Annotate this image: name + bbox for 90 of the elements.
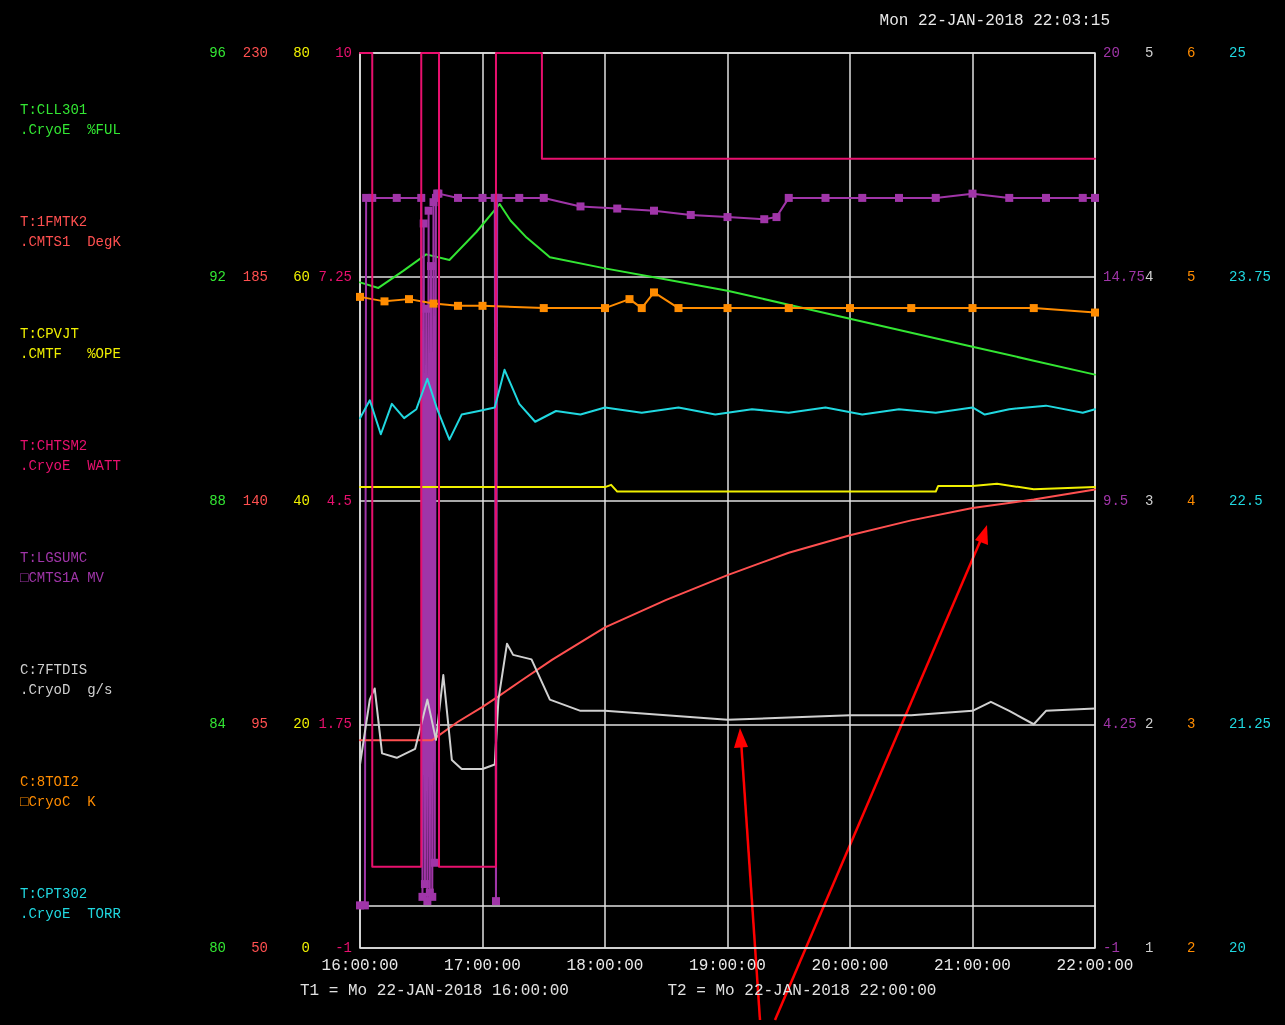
line-series [359, 482, 1096, 493]
text: T1 = Mo 22-JAN-2018 16:00:00 [300, 982, 569, 1000]
point [1005, 193, 1014, 202]
y-tick-label: 185 [242, 268, 268, 285]
point [1078, 193, 1087, 202]
y2-tick-label: 14.75 [1103, 268, 1146, 285]
y-tick-label: -1 [335, 940, 352, 956]
y2-tick-label: 5 [1145, 45, 1154, 61]
point [427, 262, 436, 271]
y-tick-label: 140 [242, 492, 268, 509]
point [515, 193, 524, 202]
point [686, 210, 695, 219]
y2-tick-label: 25 [1229, 45, 1246, 61]
line-series [359, 203, 1096, 376]
y2-tick-label: 20 [1103, 45, 1120, 61]
y2-tick-label: 2 [1187, 940, 1196, 956]
point [454, 193, 462, 202]
text: T:CHTSM2 .CryoE WATT [20, 438, 121, 474]
point [576, 202, 585, 211]
y-tick-label: 80 [209, 940, 226, 956]
y2-tick-label: 1 [1145, 940, 1154, 956]
point [428, 892, 437, 901]
y-tick-label: 230 [242, 45, 268, 61]
y-tick-label: 95 [251, 716, 268, 733]
point [772, 213, 781, 222]
y-tick-label: 1.75 [318, 716, 352, 733]
y2-tick-label: 3 [1187, 716, 1196, 733]
text: T:CPVJT .CMTF %OPE [20, 326, 121, 362]
point [784, 193, 793, 202]
text: T:CPT302 .CryoE TORR [20, 886, 122, 922]
point [420, 880, 429, 889]
x-tick-label: 21:00:00 [934, 957, 1011, 975]
y2-tick-label: 2 [1145, 716, 1154, 733]
point [760, 215, 769, 224]
x-tick-label: 22:00:00 [1056, 957, 1134, 975]
text: C:7FTDIS .CryoD g/s [20, 662, 113, 698]
x-tick-label: 16:00:00 [321, 957, 399, 975]
y-tick-label: 88 [209, 492, 226, 509]
x-tick-label: 20:00:00 [811, 957, 889, 975]
point [650, 206, 658, 215]
point [539, 193, 548, 202]
line-series [359, 488, 1096, 742]
y2-tick-label: 4 [1145, 268, 1154, 285]
y-tick-label: 4.5 [326, 492, 352, 509]
text: T:1FMTK2 .CMTS1 DegK [20, 214, 122, 250]
line-series [359, 642, 1096, 770]
y2-tick-label: 9.5 [1103, 492, 1129, 509]
y2-tick-label: 5 [1187, 268, 1196, 285]
y-tick-label: 92 [209, 268, 226, 285]
y-tick-label: 60 [293, 268, 310, 285]
point [478, 193, 487, 202]
text: T:CLL301 .CryoE %FUL [20, 102, 121, 138]
point [895, 193, 903, 202]
x-tick-label: 17:00:00 [444, 957, 521, 975]
y2-tick-label: 6 [1187, 45, 1196, 61]
y2-tick-label: 4.25 [1103, 716, 1137, 733]
point [392, 193, 401, 202]
point [360, 901, 369, 910]
y2-tick-label: 23.75 [1229, 268, 1272, 285]
point [491, 897, 500, 906]
y2-tick-label: 3 [1145, 492, 1154, 509]
y-tick-label: 10 [335, 45, 352, 61]
point [613, 204, 622, 213]
y-tick-label: 20 [293, 716, 310, 733]
y-tick-label: 7.25 [318, 268, 352, 285]
point [858, 193, 867, 202]
point [723, 213, 732, 222]
line-series [359, 368, 1096, 441]
point [931, 193, 940, 202]
y2-tick-label: 4 [1187, 492, 1196, 509]
y2-tick-label: -1 [1103, 940, 1120, 956]
point [821, 193, 830, 202]
point [422, 304, 431, 313]
y2-tick-label: 22.5 [1229, 492, 1263, 509]
point [1091, 193, 1099, 202]
x-tick-label: 18:00:00 [566, 957, 644, 975]
text: C:8TOI2 □CryoC K [20, 774, 97, 810]
y-tick-label: 96 [209, 45, 226, 61]
y-tick-label: 50 [251, 940, 268, 956]
y-tick-label: 84 [209, 716, 226, 733]
point [1042, 193, 1050, 202]
y-tick-label: 0 [301, 940, 310, 956]
point [424, 206, 433, 215]
chart-title: Mon 22-JAN-2018 22:03:15 [879, 12, 1110, 30]
y-tick-label: 80 [293, 45, 310, 61]
y-tick-label: 40 [293, 492, 310, 509]
point [968, 189, 977, 198]
text: T:LGSUMC □CMTS1A MV [20, 550, 105, 586]
y2-tick-label: 20 [1229, 940, 1246, 956]
y2-tick-label: 21.25 [1229, 716, 1272, 733]
